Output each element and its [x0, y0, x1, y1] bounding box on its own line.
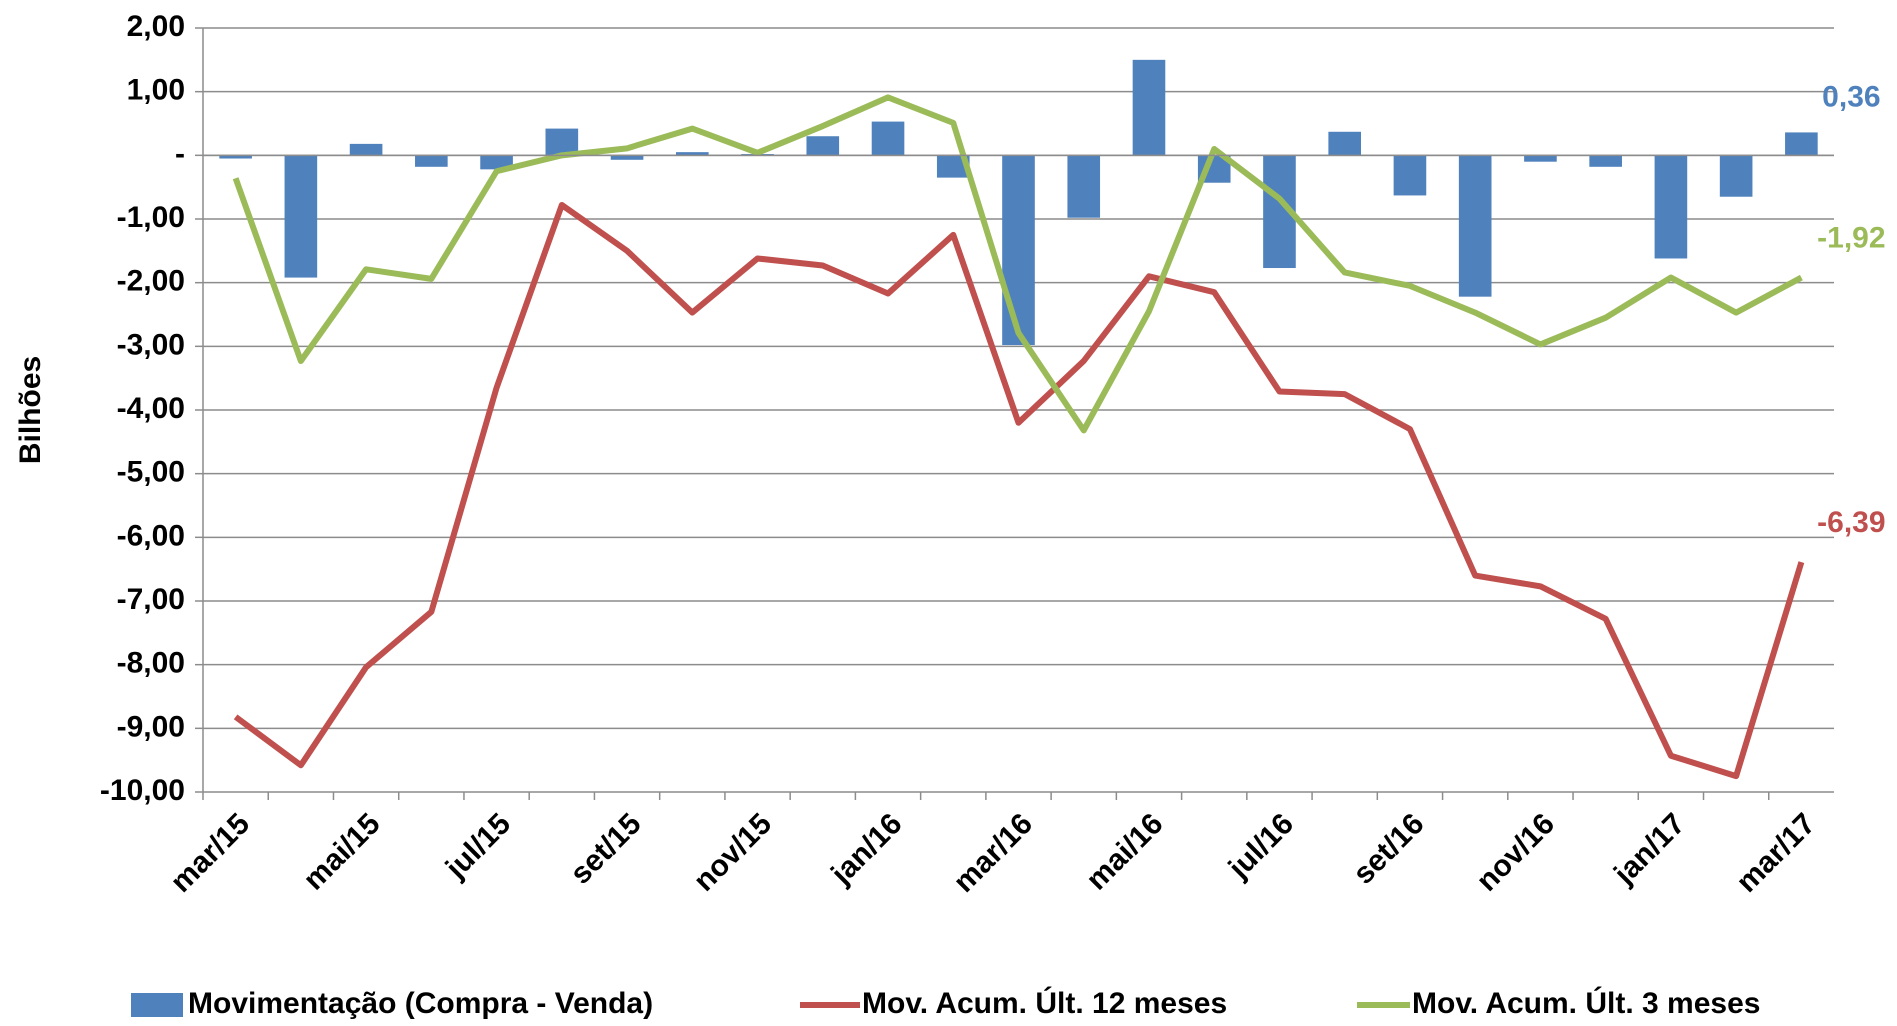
- bar: [545, 128, 579, 156]
- bar: [1719, 155, 1753, 197]
- y-tick-label: -7,00: [117, 583, 185, 616]
- legend-swatch: [131, 993, 183, 1017]
- bar: [349, 143, 383, 156]
- y-tick-label: -1,00: [117, 201, 185, 234]
- bar: [1654, 155, 1688, 259]
- bar: [936, 155, 970, 178]
- data-label: 0,36: [1822, 80, 1880, 113]
- bar: [1132, 59, 1166, 156]
- bar: [1002, 155, 1035, 346]
- y-tick-label: -3,00: [117, 328, 185, 361]
- data-label: -6,39: [1817, 506, 1885, 539]
- x-tick-label: nov/16: [1470, 807, 1561, 898]
- y-tick-label: -9,00: [117, 710, 185, 743]
- bar: [284, 155, 318, 278]
- legend-label: Mov. Acum. Últ. 12 meses: [862, 986, 1227, 1020]
- data-label: -1,92: [1817, 221, 1885, 254]
- bar: [675, 152, 709, 156]
- x-tick-label: mar/15: [164, 807, 256, 899]
- y-tick-label: -5,00: [117, 456, 185, 489]
- bar: [1785, 132, 1818, 156]
- bar: [1393, 155, 1427, 196]
- x-tick-label: mai/15: [297, 807, 386, 896]
- x-tick-label: jan/16: [824, 807, 908, 891]
- x-tick-label: mar/17: [1730, 807, 1822, 899]
- bar: [415, 155, 448, 167]
- bar: [871, 121, 905, 156]
- x-tick-label: set/16: [1347, 807, 1430, 890]
- bar: [219, 155, 252, 159]
- bar: [806, 136, 840, 156]
- y-tick-label: -8,00: [117, 647, 185, 680]
- bar: [1524, 155, 1557, 162]
- x-tick-label: mar/16: [947, 807, 1039, 899]
- y-tick-label: -6,00: [117, 519, 185, 552]
- y-tick-label: 2,00: [127, 10, 185, 43]
- bar: [480, 155, 513, 170]
- x-tick-label: jul/16: [1222, 807, 1300, 885]
- x-tick-label: jan/17: [1607, 807, 1691, 891]
- legend-label: Movimentação (Compra - Venda): [188, 987, 653, 1020]
- bar: [610, 155, 644, 160]
- y-axis-label: Bilhões: [14, 356, 47, 464]
- x-tick-label: set/15: [564, 807, 647, 890]
- y-tick-label: -2,00: [117, 265, 185, 298]
- x-tick-label: nov/15: [688, 807, 779, 898]
- y-tick-label: -10,00: [100, 774, 185, 807]
- y-tick-label: 1,00: [127, 74, 185, 107]
- bar: [1589, 155, 1622, 167]
- line: [233, 201, 1805, 780]
- line: [232, 94, 1803, 434]
- y-tick-label: -4,00: [117, 392, 185, 425]
- y-tick-label: -: [175, 137, 185, 170]
- legend-label: Mov. Acum. Últ. 3 meses: [1412, 986, 1760, 1020]
- bar: [1067, 155, 1101, 218]
- bar: [1458, 155, 1492, 297]
- x-tick-label: jul/15: [439, 807, 517, 885]
- bar: [1328, 131, 1362, 156]
- x-tick-label: mai/16: [1080, 807, 1169, 896]
